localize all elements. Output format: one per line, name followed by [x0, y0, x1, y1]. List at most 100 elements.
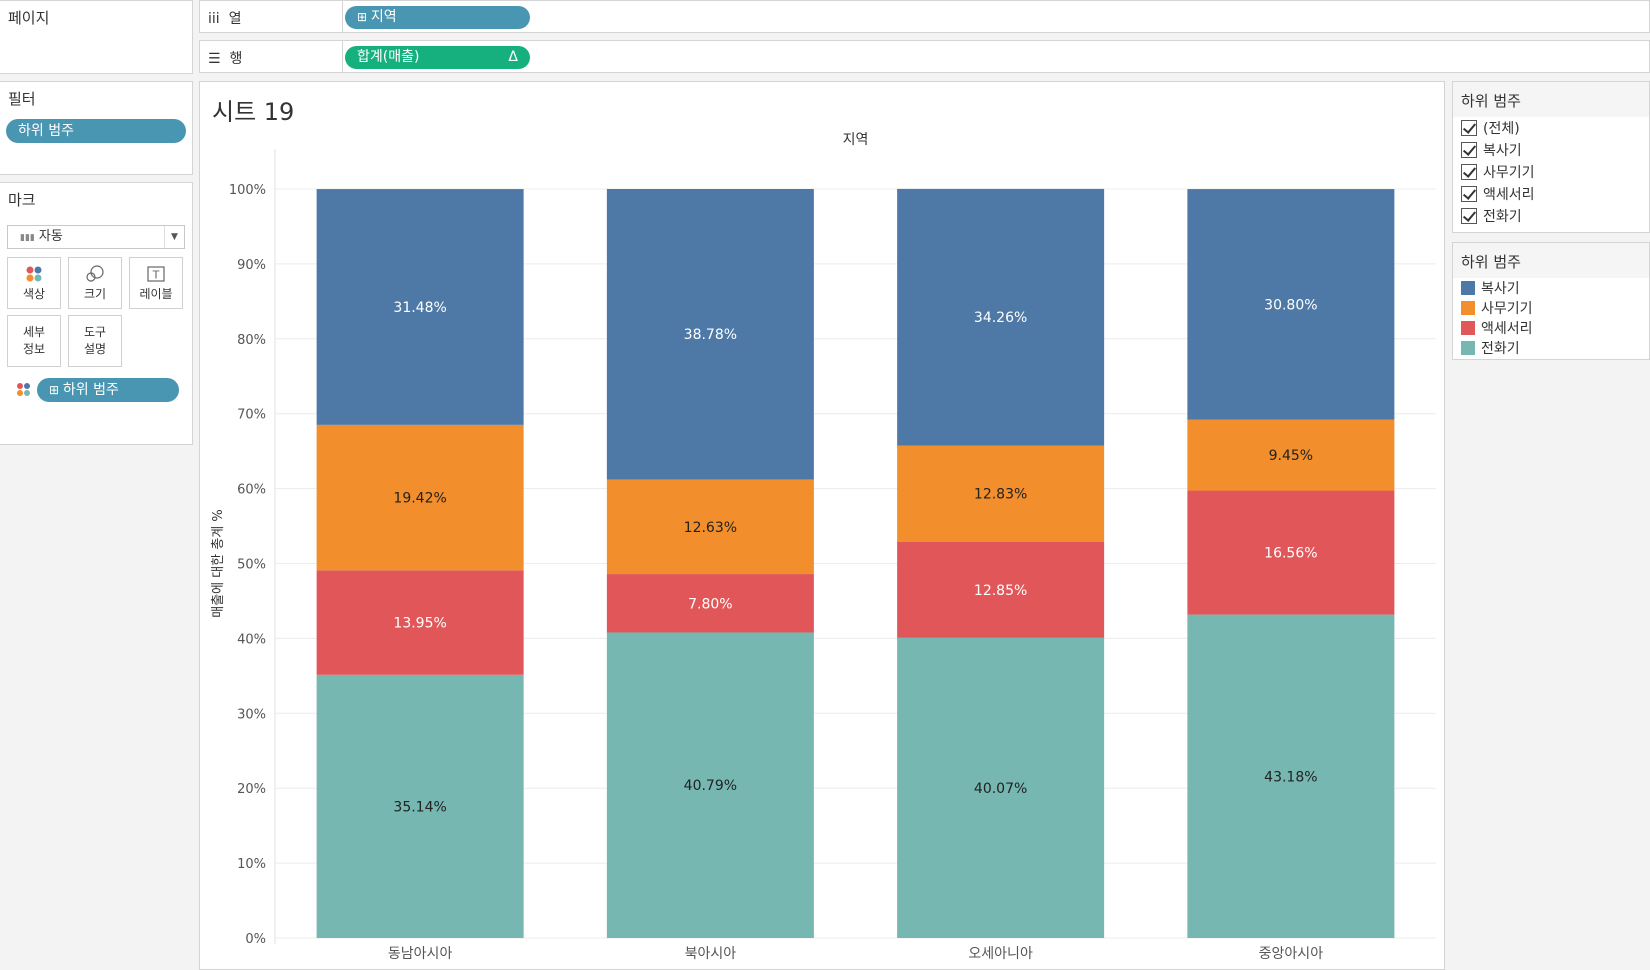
- color-swatch: [1461, 281, 1475, 295]
- bar-segment: [606, 479, 814, 575]
- color-legend-item-label: 액세서리: [1481, 321, 1533, 337]
- filter-legend-item-label: (전체): [1483, 121, 1520, 137]
- bar-segment: [897, 445, 1105, 542]
- text-label-icon: T: [147, 266, 165, 282]
- chart-column-header: 지역: [843, 132, 869, 148]
- y-tick-label: 30%: [237, 707, 266, 722]
- checkbox-checked-icon[interactable]: [1461, 164, 1477, 180]
- data-label: 7.80%: [688, 596, 732, 612]
- tooltip-button[interactable]: 도구 설명: [68, 315, 122, 367]
- label-button[interactable]: T 레이블: [129, 257, 183, 309]
- columns-label: 열: [228, 11, 242, 27]
- color-pill-label: 하위 범주: [62, 382, 119, 398]
- expand-icon: ⊞: [357, 10, 371, 24]
- color-swatch: [1461, 301, 1475, 315]
- columns-shelf: iii 열 ⊞ 지역: [199, 0, 1650, 33]
- columns-pill-label: 지역: [370, 9, 397, 25]
- color-button[interactable]: 색상: [7, 257, 61, 309]
- y-axis-title: 매출에 대한 총계 %: [211, 509, 226, 617]
- bar-segment: [316, 570, 524, 675]
- data-label: 12.83%: [974, 487, 1027, 503]
- y-tick-label: 80%: [237, 333, 266, 348]
- tooltip-button-line1: 도구: [83, 325, 107, 339]
- data-label: 12.63%: [684, 520, 737, 536]
- sheet-view: 시트 19 지역 0% 10% 20% 30% 40% 50% 60% 70% 80% 90% 100…: [199, 81, 1445, 970]
- detail-button-line2: 정보: [22, 342, 46, 356]
- data-label: 12.85%: [974, 583, 1027, 599]
- detail-button[interactable]: 세부 정보: [7, 315, 61, 367]
- filter-legend-item[interactable]: (전체): [1453, 117, 1649, 139]
- rows-pill-label: 합계(매출): [357, 49, 420, 65]
- color-dots-icon: [26, 266, 42, 282]
- size-button-label: 크기: [83, 287, 107, 301]
- filter-legend-item[interactable]: 사무기기: [1453, 161, 1649, 183]
- filter-pill-subcategory[interactable]: 하위 범주: [6, 119, 186, 143]
- checkbox-checked-icon[interactable]: [1461, 208, 1477, 224]
- data-label: 9.45%: [1269, 448, 1313, 464]
- mark-type-dropdown[interactable]: ▮▮▮ 자동 ▼: [7, 225, 185, 249]
- bar-segment: [316, 674, 524, 938]
- data-label: 13.95%: [393, 616, 446, 632]
- bar-segment: [897, 637, 1105, 938]
- bar-segment: [606, 574, 814, 633]
- size-icon: [86, 265, 104, 282]
- color-legend-item[interactable]: 전화기: [1453, 338, 1649, 358]
- data-label: 34.26%: [974, 310, 1027, 326]
- filter-legend-item[interactable]: 액세서리: [1453, 183, 1649, 205]
- data-label: 31.48%: [393, 300, 446, 316]
- color-legend-item[interactable]: 복사기: [1453, 278, 1649, 298]
- checkbox-checked-icon[interactable]: [1461, 186, 1477, 202]
- bar-segment: [316, 424, 524, 571]
- bar-segment: [897, 188, 1105, 446]
- marks-panel: 마크 ▮▮▮ 자동 ▼ 색상 크기 T 레이블 세부 정보 도구 설명: [0, 182, 193, 445]
- tooltip-button-line2: 설명: [83, 342, 107, 356]
- color-legend: 하위 범주 복사기 사무기기 액세서리 전화기: [1452, 242, 1650, 360]
- filter-legend-item[interactable]: 전화기: [1453, 205, 1649, 227]
- pages-panel: 페이지: [0, 0, 193, 74]
- color-swatch: [1461, 341, 1475, 355]
- checkbox-checked-icon[interactable]: [1461, 120, 1477, 136]
- chevron-down-icon[interactable]: ▼: [164, 226, 184, 248]
- bar-segment: [316, 189, 524, 425]
- bar-chart-icon: ▮▮▮: [20, 233, 35, 243]
- pages-title: 페이지: [8, 9, 50, 27]
- data-label: 38.78%: [684, 327, 737, 343]
- data-label: 19.42%: [393, 491, 446, 507]
- filter-legend-title: 하위 범주: [1453, 82, 1649, 117]
- color-legend-item[interactable]: 액세서리: [1453, 318, 1649, 338]
- rows-pill-sum-sales[interactable]: 합계(매출) Δ: [345, 46, 530, 69]
- svg-text:T: T: [152, 269, 160, 282]
- y-tick-label: 90%: [237, 258, 266, 273]
- filter-legend-item-label: 사무기기: [1483, 165, 1535, 181]
- x-tick-label: 오세아니아: [968, 946, 1033, 962]
- color-legend-item[interactable]: 사무기기: [1453, 298, 1649, 318]
- y-tick-label: 60%: [237, 483, 266, 498]
- rows-label: 행: [229, 51, 243, 67]
- rows-shelf: ☰ 행 합계(매출) Δ: [199, 40, 1650, 73]
- filter-legend-item[interactable]: 복사기: [1453, 139, 1649, 161]
- checkbox-checked-icon[interactable]: [1461, 142, 1477, 158]
- data-label: 40.79%: [684, 778, 737, 794]
- delta-icon: Δ: [508, 49, 518, 65]
- data-label: 40.07%: [974, 781, 1027, 797]
- bar-segment: [606, 632, 814, 938]
- y-tick-label: 20%: [237, 782, 266, 797]
- bar-segment: [1187, 490, 1395, 615]
- color-legend-item-label: 사무기기: [1481, 301, 1533, 317]
- columns-icon: iii: [208, 11, 220, 27]
- x-tick-label: 동남아시아: [388, 946, 453, 962]
- y-tick-label: 100%: [229, 183, 266, 198]
- y-tick-label: 70%: [237, 408, 266, 423]
- columns-shelf-label: iii 열: [208, 8, 241, 28]
- data-label: 30.80%: [1264, 297, 1317, 313]
- size-button[interactable]: 크기: [68, 257, 122, 309]
- bar-segment: [1187, 614, 1395, 938]
- columns-pill-region[interactable]: ⊞ 지역: [345, 6, 530, 29]
- marks-title: 마크: [8, 191, 36, 209]
- rows-shelf-label: ☰ 행: [208, 48, 242, 68]
- color-pill-subcategory[interactable]: ⊞ 하위 범주: [37, 378, 179, 402]
- x-tick-label: 북아시아: [685, 946, 737, 962]
- filter-legend-item-label: 복사기: [1483, 143, 1522, 159]
- mark-type-value: 자동: [38, 229, 63, 244]
